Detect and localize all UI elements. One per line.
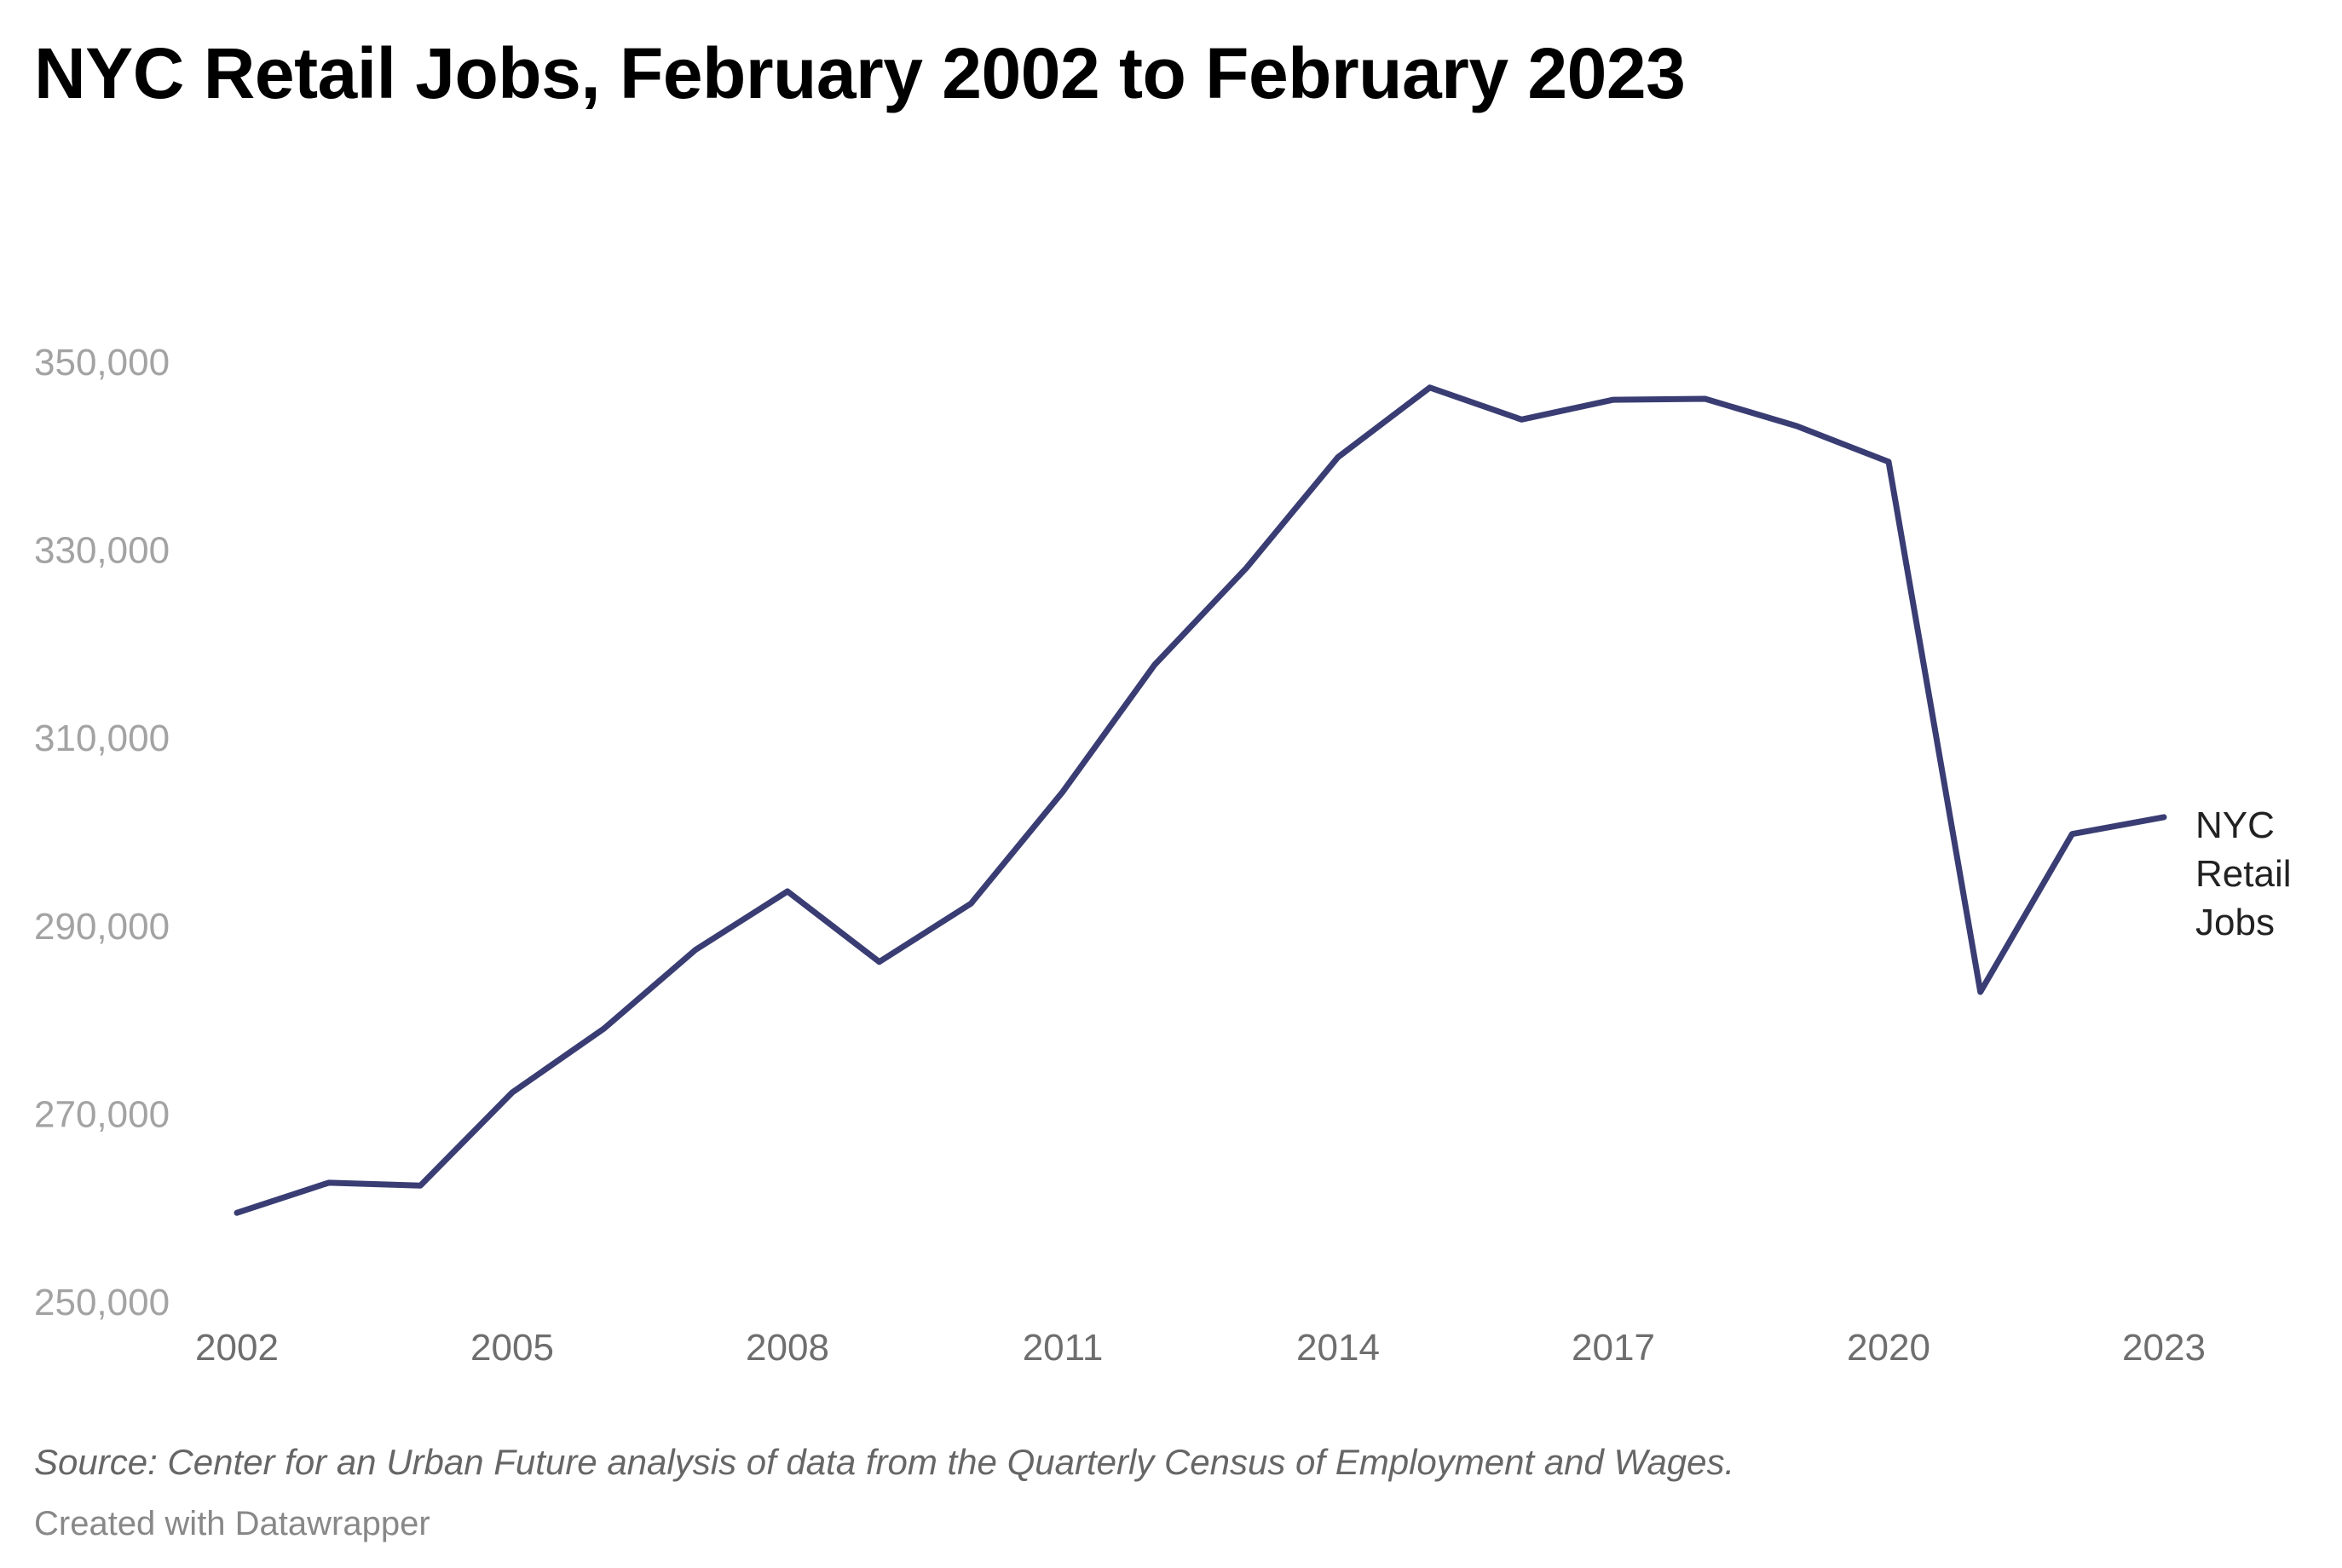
x-axis: 2002 2005 2008 2011 2014 2017 2020 2023 xyxy=(195,1327,2206,1369)
y-tick-label: 330,000 xyxy=(34,530,170,572)
x-tick-label: 2017 xyxy=(1572,1327,1655,1369)
y-tick-label: 250,000 xyxy=(34,1282,170,1323)
series-line-nyc-retail-jobs xyxy=(234,384,2167,1216)
y-tick-label: 350,000 xyxy=(34,342,170,383)
credit-link[interactable]: Created with Datawrapper xyxy=(34,1505,430,1542)
x-tick-label: 2011 xyxy=(1023,1327,1104,1369)
source-note: Source: Center for an Urban Future analy… xyxy=(34,1442,1735,1482)
y-tick-label: 290,000 xyxy=(34,906,170,948)
x-tick-label: 2008 xyxy=(746,1327,829,1369)
y-tick-label: 270,000 xyxy=(34,1093,170,1135)
chart-title: NYC Retail Jobs, February 2002 to Februa… xyxy=(34,33,1686,113)
y-axis: 250,000 270,000 290,000 310,000 330,000 350,0… xyxy=(34,342,170,1323)
x-tick-label: 2005 xyxy=(470,1327,554,1369)
x-tick-label: 2002 xyxy=(195,1327,279,1369)
x-tick-label: 2020 xyxy=(1847,1327,1930,1369)
x-tick-label: 2023 xyxy=(2122,1327,2206,1369)
x-tick-label: 2014 xyxy=(1296,1327,1380,1369)
y-tick-label: 310,000 xyxy=(34,718,170,759)
series-label: NYC Retail Jobs xyxy=(2195,804,2292,943)
